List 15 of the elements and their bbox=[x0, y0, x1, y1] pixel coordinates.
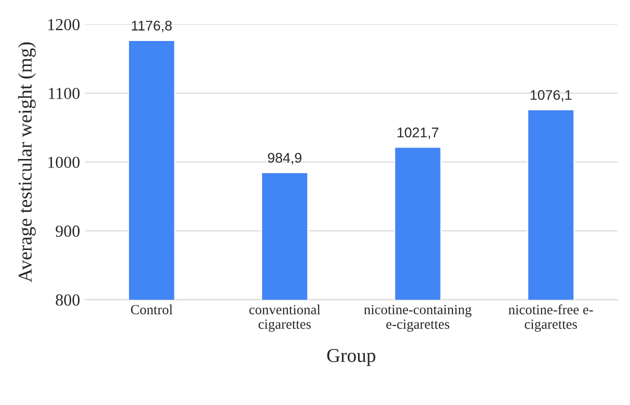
data-label: 984,9 bbox=[268, 152, 302, 164]
y-axis-title: Average testicular weight (mg) bbox=[18, 42, 36, 282]
x-axis-title: Group bbox=[327, 349, 376, 366]
data-label: 1176,8 bbox=[132, 20, 172, 32]
data-label: 1076,1 bbox=[530, 90, 572, 102]
y-tick-label: 800 bbox=[56, 294, 80, 306]
data-label: 1021,7 bbox=[398, 128, 438, 140]
x-tick-label: Control bbox=[130, 304, 173, 314]
y-tick-label: 1200 bbox=[48, 19, 80, 30]
y-tick-label: 900 bbox=[56, 226, 80, 237]
x-tick-label: nicotine-containing e-cigarettes bbox=[364, 304, 472, 332]
y-tick-label: 1100 bbox=[48, 88, 80, 100]
y-tick-label: 1000 bbox=[48, 156, 80, 168]
x-tick-label: conventional cigarettes bbox=[249, 304, 320, 332]
x-tick-label: nicotine-free e- cigarettes bbox=[508, 304, 593, 332]
